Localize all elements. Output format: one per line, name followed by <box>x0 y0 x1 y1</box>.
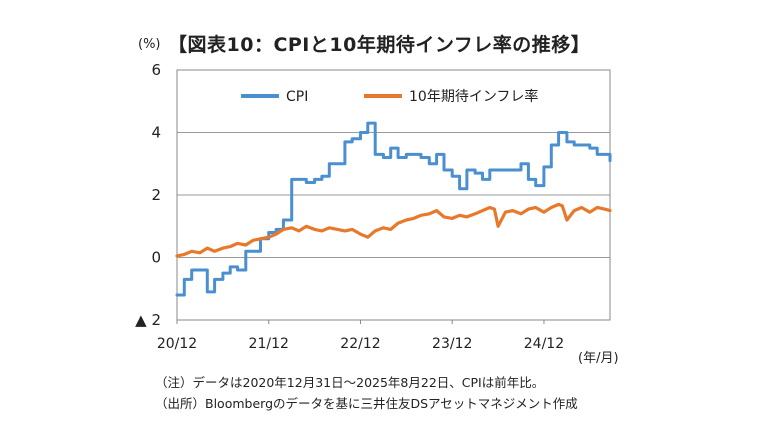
x-tick-label: 20/12 <box>157 336 197 352</box>
x-tick-label: 21/12 <box>249 336 289 352</box>
legend-label-cpi: CPI <box>286 89 308 105</box>
cpi-series-line <box>175 121 612 297</box>
y-tick-label: 4 <box>151 124 161 142</box>
x-tick-label: 23/12 <box>432 336 472 352</box>
x-tick-label: 24/12 <box>524 336 564 352</box>
y-tick-label: ▲ 2 <box>135 311 161 329</box>
y-tick-label: 6 <box>151 61 161 79</box>
inflation-expectation-series-line <box>175 202 612 258</box>
chart-title: 【図表10：CPIと10年期待インフレ率の推移】 <box>168 34 591 56</box>
chart-note: （注）データは2020年12月31日～2025年8月22日、CPIは前年比。 <box>155 375 545 390</box>
x-unit-label: (年/月) <box>578 351 619 366</box>
y-tick-label: 0 <box>151 249 161 267</box>
x-tick-label: 22/12 <box>340 336 380 352</box>
y-tick-label: 2 <box>151 186 161 204</box>
legend-label-inflation-expectation: 10年期待インフレ率 <box>409 88 538 105</box>
chart-source: （出所）Bloombergのデータを基に三井住友DSアセットマネジメント作成 <box>155 396 578 411</box>
y-unit-label: (%) <box>138 37 161 52</box>
plot-frame <box>176 69 611 321</box>
